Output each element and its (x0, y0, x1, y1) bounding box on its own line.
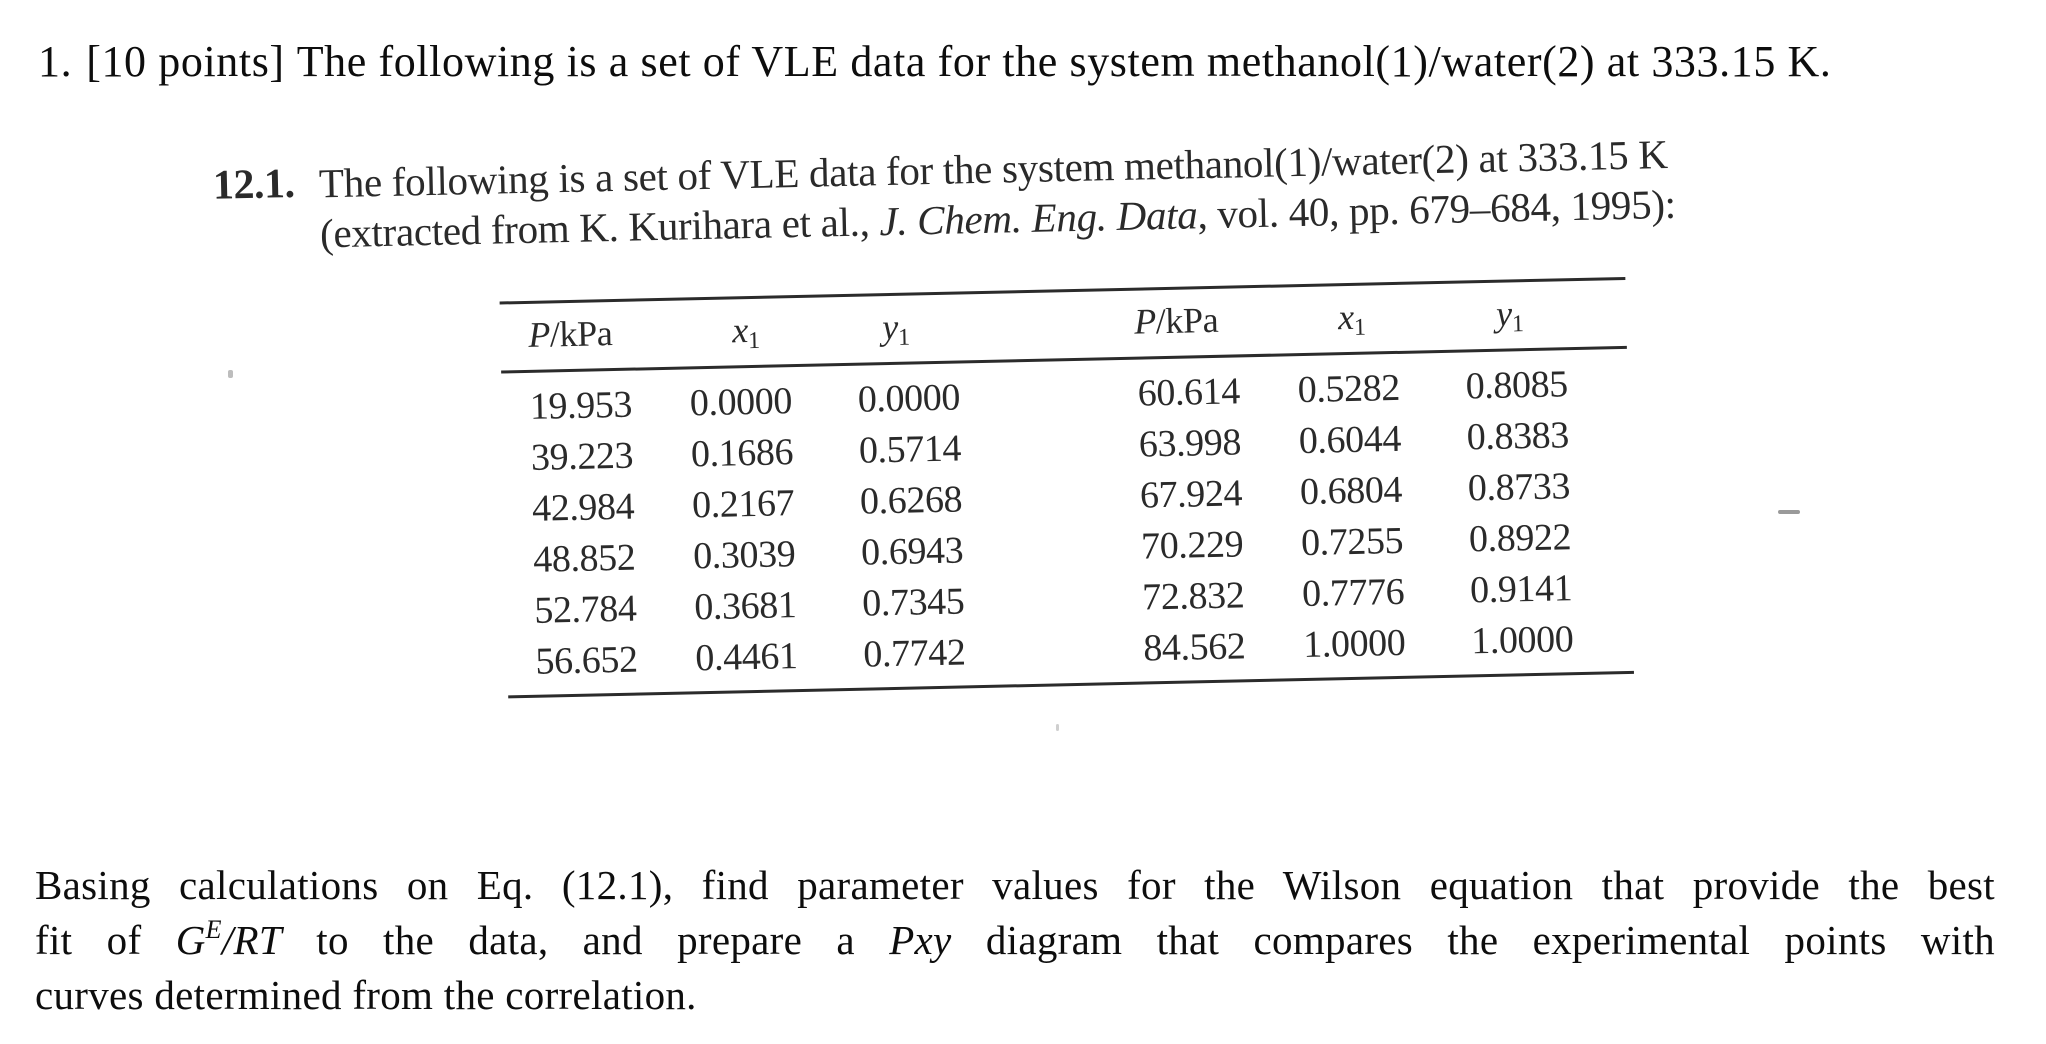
cell-pressure: 48.852 (532, 536, 636, 581)
cell-x1: 0.3039 (692, 532, 796, 577)
cell-x1: 1.0000 (1302, 621, 1406, 666)
cell-x1: 0.6804 (1299, 468, 1403, 513)
header-y1-left: y1 (881, 306, 910, 351)
cell-pressure: 70.229 (1140, 522, 1244, 568)
cell-y1: 0.8383 (1466, 413, 1570, 458)
question-points: [10 points] (86, 37, 285, 86)
task-line-2: fit of GE/RT to the data, and prepare a … (35, 915, 1995, 964)
vle-data-table: P/kPa x1 y1 P/kPa x1 y1 19.953 0.0000 0.… (499, 276, 1634, 698)
cell-y1: 0.6943 (860, 528, 964, 574)
cell-pressure: 63.998 (1138, 420, 1242, 466)
cell-pressure: 56.652 (534, 638, 638, 683)
scan-speck (1778, 510, 1800, 514)
cell-y1: 0.0000 (857, 375, 961, 421)
cell-x1: 0.5282 (1297, 366, 1401, 411)
task-line-1: Basing calculations on Eq. (12.1), find … (35, 862, 1995, 908)
cell-y1: 0.8922 (1468, 515, 1572, 560)
header-x1-left: x1 (731, 310, 761, 355)
cell-y1: 0.7345 (861, 579, 965, 625)
citation-prefix: (extracted from K. Kurihara et al., (319, 198, 880, 257)
citation-suffix: , vol. 40, pp. 679–684, 1995): (1196, 180, 1677, 238)
task-paragraph: Basing calculations on Eq. (12.1), find … (35, 858, 1995, 1023)
cell-y1: 0.5714 (858, 426, 962, 472)
journal-name: J. Chem. Eng. Data (878, 191, 1198, 245)
textbook-excerpt: 12.1. The following is a set of VLE data… (200, 105, 1833, 740)
cell-pressure: 60.614 (1137, 369, 1241, 415)
cell-pressure: 72.832 (1141, 573, 1245, 619)
pxy-symbol: Pxy (889, 917, 952, 963)
cell-x1: 0.1686 (690, 430, 794, 475)
header-x1-right: x1 (1337, 296, 1366, 341)
exercise-number: 12.1. (212, 160, 295, 209)
cell-pressure: 42.984 (531, 485, 635, 530)
question-text: The following is a set of VLE data for t… (296, 37, 1832, 86)
task-line-3: curves determined from the correlation. (35, 972, 697, 1018)
scan-speck (1056, 724, 1059, 731)
cell-pressure: 39.223 (530, 434, 634, 479)
cell-x1: 0.2167 (691, 481, 795, 526)
cell-x1: 0.6044 (1298, 417, 1402, 462)
header-pressure-left: P/kPa (527, 313, 613, 355)
cell-y1: 0.8733 (1467, 464, 1571, 509)
cell-x1: 0.7776 (1301, 570, 1405, 615)
question-heading: 1. [10 points] The following is a set of V… (38, 34, 1968, 90)
cell-pressure: 67.924 (1139, 471, 1243, 517)
cell-x1: 0.3681 (693, 583, 797, 628)
cell-y1: 0.8085 (1465, 362, 1569, 407)
cell-pressure: 84.562 (1142, 624, 1246, 670)
cell-x1: 0.0000 (689, 379, 793, 424)
cell-y1: 0.6268 (859, 477, 963, 523)
scan-speck (228, 370, 233, 378)
table-body: 19.953 0.0000 0.0000 60.614 0.5282 0.808… (501, 348, 1633, 683)
question-number: 1. (38, 37, 73, 86)
cell-x1: 0.4461 (694, 634, 798, 679)
cell-pressure: 19.953 (529, 383, 633, 428)
cell-y1: 0.7742 (862, 630, 966, 676)
cell-y1: 1.0000 (1470, 617, 1574, 662)
cell-pressure: 52.784 (533, 587, 637, 632)
cell-x1: 0.7255 (1300, 519, 1404, 564)
cell-y1: 0.9141 (1469, 566, 1573, 611)
excess-gibbs-symbol: G (175, 917, 206, 963)
header-y1-right: y1 (1495, 293, 1524, 338)
header-pressure-right: P/kPa (1133, 299, 1219, 342)
